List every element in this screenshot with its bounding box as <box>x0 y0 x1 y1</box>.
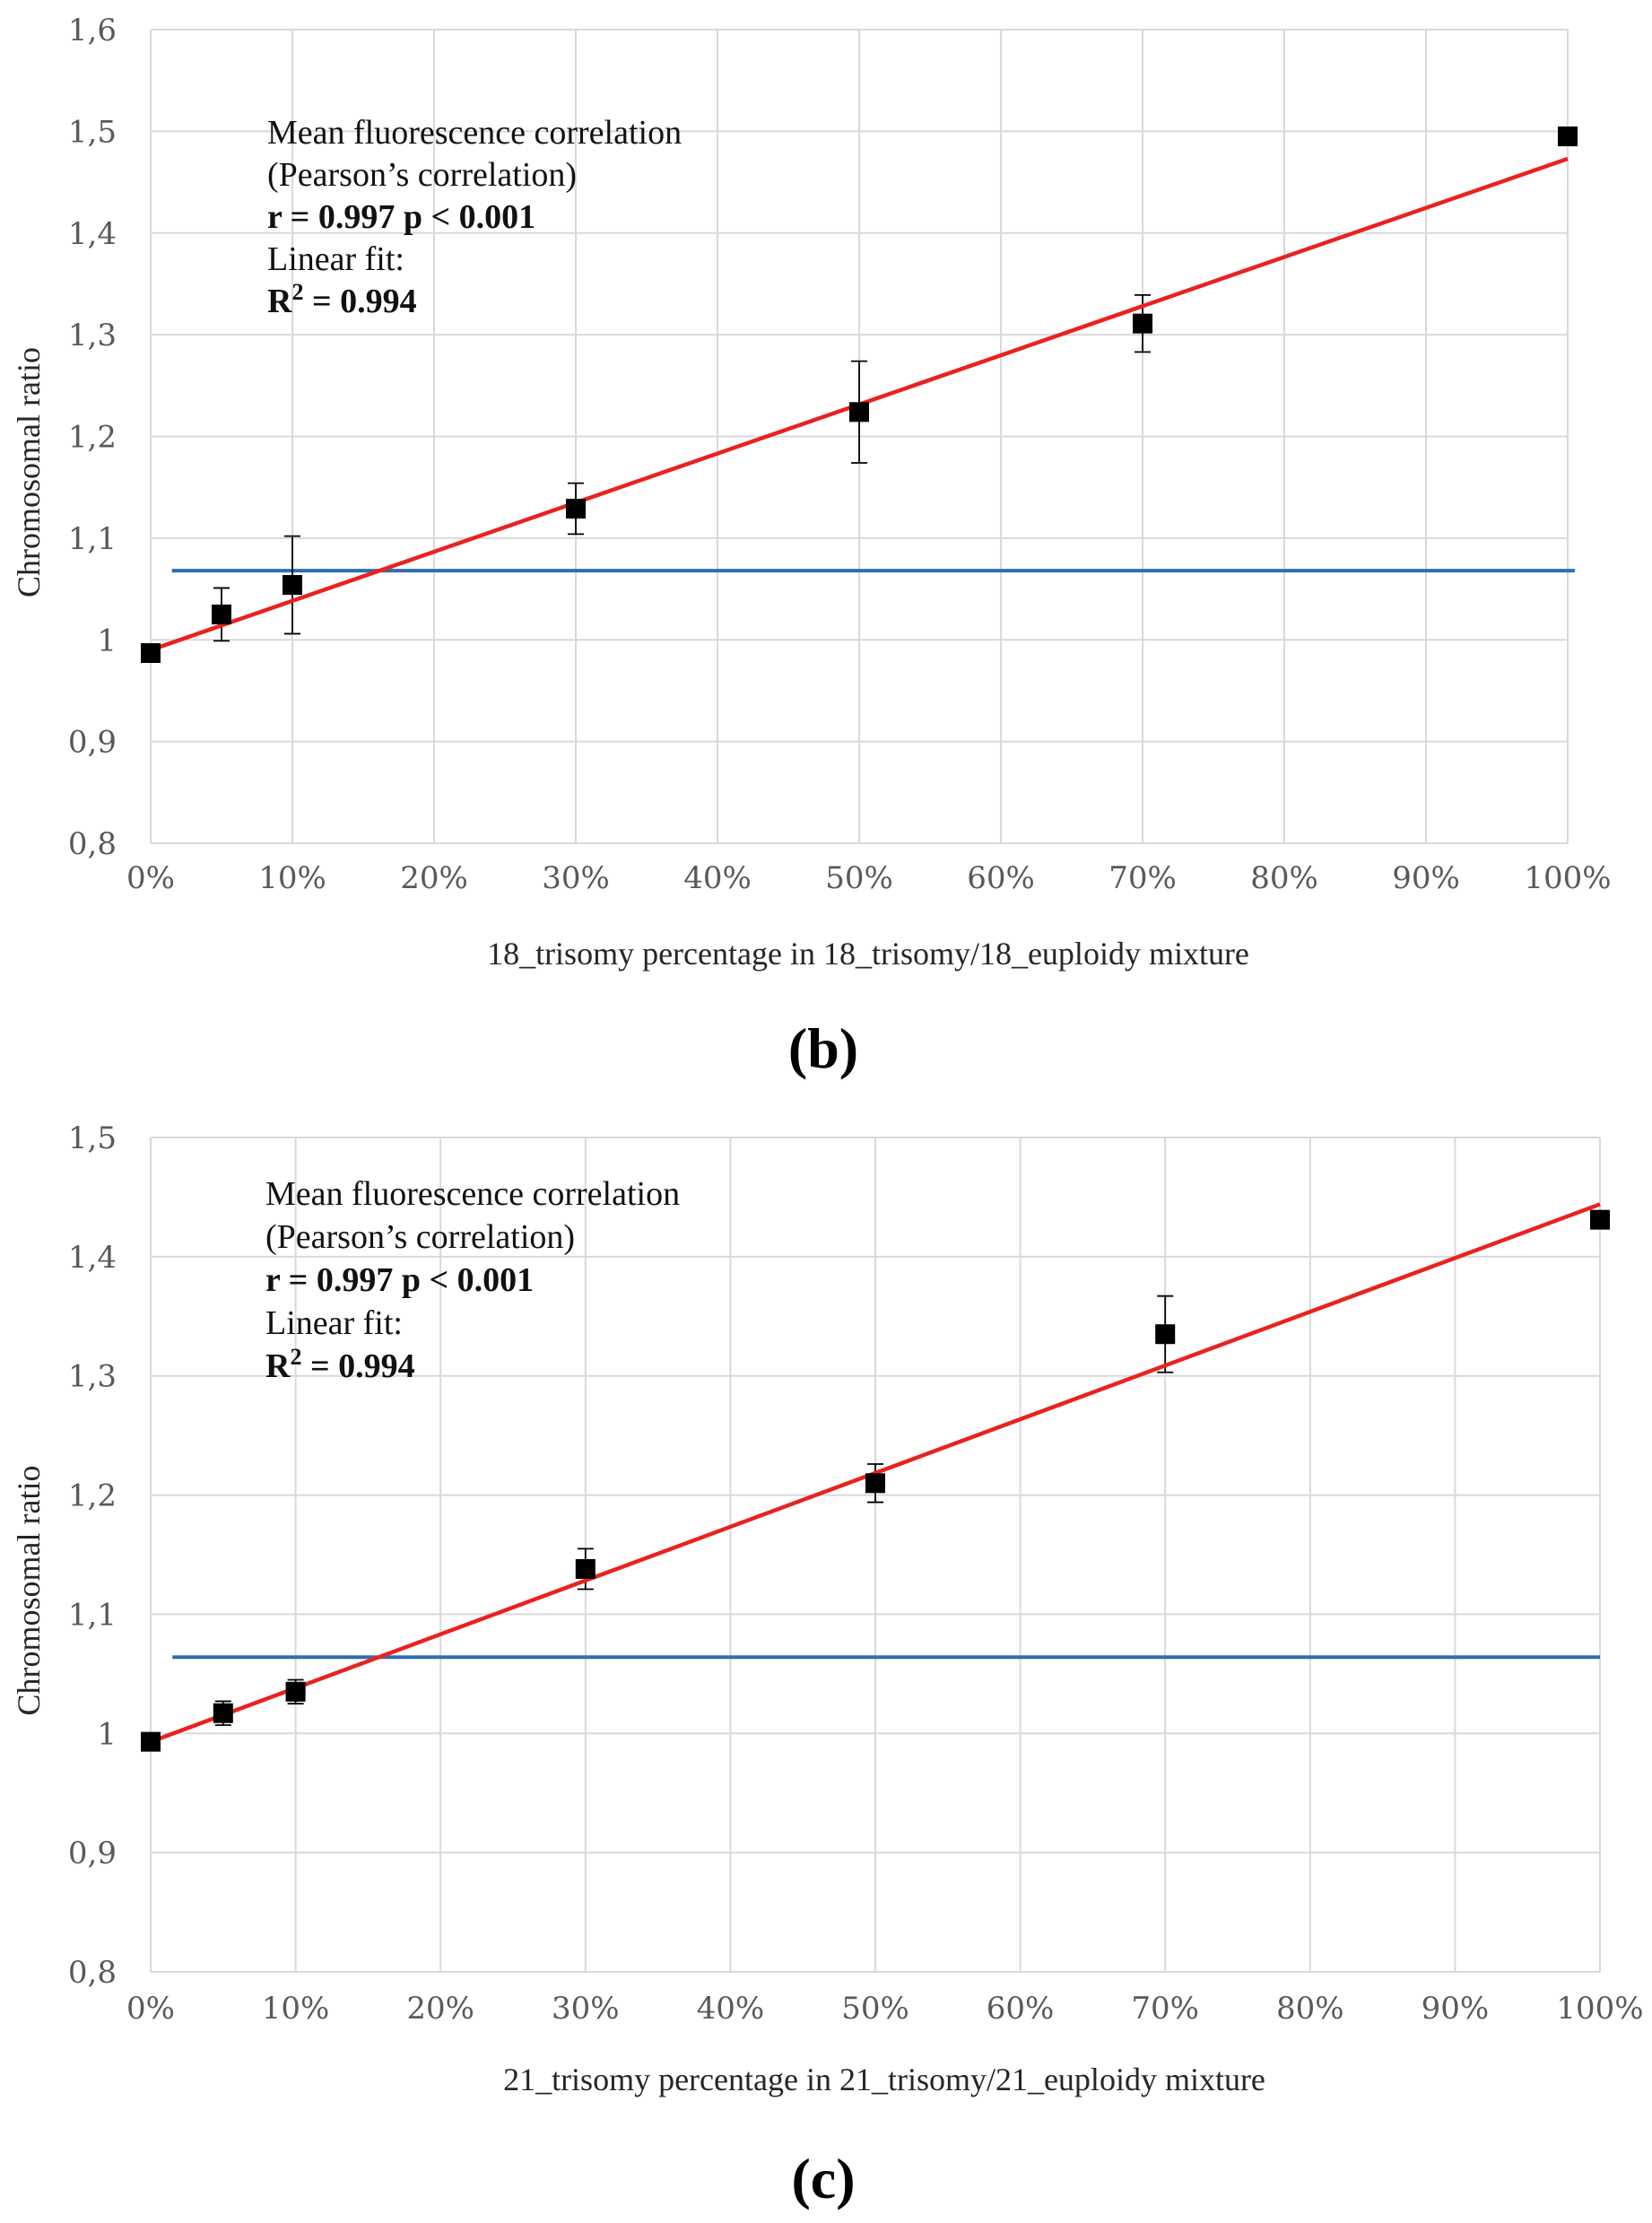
chart-0-x-tick-label: 90% <box>1392 860 1460 896</box>
chart-0-y-tick-label: 0,8 <box>68 826 117 862</box>
chart-0-x-tick-label: 10% <box>258 860 326 896</box>
chart-0-x-tick-label: 70% <box>1109 860 1177 896</box>
chart-1-y-tick-label: 1,3 <box>68 1359 117 1395</box>
chart-1-y-tick-label: 1,1 <box>68 1597 117 1633</box>
chart-0-x-tick-label: 40% <box>683 860 752 896</box>
chart-1-x-tick-label: 60% <box>987 1991 1055 2027</box>
chart-1-x-axis-label: 21_trisomy percentage in 21_trisomy/21_e… <box>503 2062 1265 2097</box>
chart-0-annotation: Mean fluorescence correlation <box>267 114 682 152</box>
chart-1-annotation: (Pearson’s correlation) <box>265 1218 575 1256</box>
chart-0-y-tick-label: 1,6 <box>68 13 117 48</box>
chart-1-data-point <box>213 1703 233 1723</box>
chart-1-annotation: R2 = 0.994 <box>265 1344 415 1385</box>
chart-1-x-tick-label: 90% <box>1422 1991 1490 2027</box>
chart-1-x-tick-label: 40% <box>697 1991 765 2027</box>
chart-0-x-tick-label: 100% <box>1524 860 1611 896</box>
chart-1-y-tick-label: 1,2 <box>68 1478 117 1514</box>
chart-0-data-point <box>212 604 231 624</box>
chart-1-x-tick-label: 50% <box>841 1991 909 2027</box>
chart-1-data-point <box>1155 1324 1176 1345</box>
chart-1-data-point <box>1590 1209 1610 1230</box>
chart-0-annotation: (Pearson’s correlation) <box>267 156 577 194</box>
chart-0-y-axis-label: Chromosomal ratio <box>11 347 47 597</box>
chart-0-data-point <box>566 498 586 519</box>
chart-0-x-tick-label: 60% <box>967 860 1035 896</box>
chart-0-annotation: R2 = 0.994 <box>267 279 417 320</box>
chart-0-data-point <box>1133 313 1152 334</box>
chart-1-y-tick-label: 1,4 <box>68 1240 117 1276</box>
chart-1-x-tick-label: 100% <box>1556 1991 1643 2027</box>
chart-0-x-tick-label: 20% <box>400 860 468 896</box>
chart-0-x-tick-label: 50% <box>825 860 893 896</box>
chart-0-data-point <box>283 575 302 596</box>
chart-1-annotation: Linear fit: <box>265 1304 403 1342</box>
chart-1-x-tick-label: 80% <box>1276 1991 1344 2027</box>
chart-0-x-tick-label: 0% <box>126 860 175 896</box>
chart-1-data-point <box>575 1558 596 1579</box>
chart-0-data-point <box>849 402 869 423</box>
chart-1-x-tick-label: 30% <box>552 1991 620 2027</box>
chart-1-x-tick-label: 20% <box>406 1991 474 2027</box>
chart-0-y-tick-label: 1,3 <box>68 318 117 353</box>
chart-0-data-point <box>1558 126 1578 147</box>
chart-1-annotation: Mean fluorescence correlation <box>265 1175 680 1213</box>
chart-1-panel-label: (c) <box>791 2147 855 2210</box>
chart-0-data-point <box>141 642 161 663</box>
chart-1-y-tick-label: 0,8 <box>68 1955 117 1991</box>
chart-0-y-tick-label: 0,9 <box>68 725 117 761</box>
chart-1-y-tick-label: 1 <box>97 1716 117 1752</box>
chart-0-y-tick-label: 1,1 <box>68 521 117 557</box>
chart-1-x-tick-label: 10% <box>262 1991 330 2027</box>
chart-1-grid <box>150 1137 1601 1973</box>
chart-1-data-point <box>141 1731 161 1752</box>
chart-0-y-tick-label: 1,2 <box>68 420 117 456</box>
chart-0-annotation: Linear fit: <box>267 240 404 278</box>
chart-1-fit-line <box>150 1202 1601 1744</box>
chart-0-panel-label: (b) <box>788 1016 858 1080</box>
chart-c: 0,8 0,9 1 1,1 1,2 1,3 1,4 1,5 0% 10% 20% 30% 40% 50% 6… <box>11 1120 1644 2210</box>
chart-0-y-tick-label: 1,4 <box>68 216 117 252</box>
chart-1-y-tick-label: 0,9 <box>68 1835 117 1871</box>
chart-0-x-tick-label: 30% <box>542 860 610 896</box>
chart-0-annotation: r = 0.997 p < 0.001 <box>267 198 535 236</box>
chart-1-y-axis-label: Chromosomal ratio <box>11 1466 47 1716</box>
chart-1-y-tick-label: 1,5 <box>68 1120 117 1156</box>
chart-1-data-point <box>285 1681 306 1702</box>
chart-0-y-tick-label: 1,5 <box>68 114 117 150</box>
chart-0-y-tick-label: 1 <box>97 623 117 658</box>
chart-0-x-tick-label: 80% <box>1250 860 1318 896</box>
chart-1-x-tick-label: 0% <box>126 1991 175 2027</box>
chart-0-x-axis-label: 18_trisomy percentage in 18_trisomy/18_e… <box>487 936 1249 972</box>
chart-1-annotation: r = 0.997 p < 0.001 <box>265 1261 534 1299</box>
chart-b: 0,8 0,9 1 1,1 1,2 1,3 1,4 1,5 1,6 0% 10% 20% 30% 40% 5… <box>11 13 1612 1080</box>
chart-1-data-point <box>865 1473 885 1494</box>
chart-1-x-tick-label: 70% <box>1131 1991 1199 2027</box>
